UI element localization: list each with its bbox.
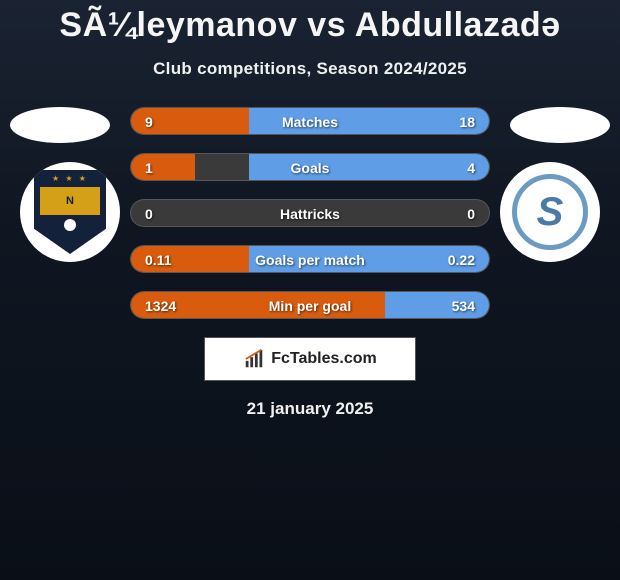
stat-bar-row: 14Goals: [130, 153, 490, 181]
crest-ball-icon: [64, 219, 76, 231]
crest-left-band: N: [40, 187, 100, 215]
stat-bar-row: 00Hattricks: [130, 199, 490, 227]
stat-label: Hattricks: [131, 200, 489, 227]
badge-left-oval: [10, 107, 110, 143]
stat-bar-row: 918Matches: [130, 107, 490, 135]
stat-bar-row: 1324534Min per goal: [130, 291, 490, 319]
comparison-content: ★ ★ ★ N S 918Matches 14Goals 00Hattricks 0.…: [0, 107, 620, 419]
stat-bar-row: 0.110.22Goals per match: [130, 245, 490, 273]
comparison-subtitle: Club competitions, Season 2024/2025: [0, 59, 620, 79]
badge-right-oval: [510, 107, 610, 143]
team-left-crest-shield: ★ ★ ★ N: [34, 170, 106, 254]
fctables-bars-icon: [243, 348, 265, 370]
stat-label: Matches: [131, 108, 489, 135]
comparison-title: SÃ¼leymanov vs Abdullazadə: [0, 0, 620, 45]
stat-label: Goals per match: [131, 246, 489, 273]
crest-right-letter: S: [537, 190, 564, 235]
team-right-crest-ring: S: [512, 174, 588, 250]
team-left-crest: ★ ★ ★ N: [20, 162, 120, 262]
crest-stars-icon: ★ ★ ★: [52, 174, 88, 183]
fctables-logo-box: FcTables.com: [204, 337, 416, 381]
stat-label: Goals: [131, 154, 489, 181]
comparison-date: 21 january 2025: [0, 399, 620, 419]
team-right-crest: S: [500, 162, 600, 262]
stat-bars-container: 918Matches 14Goals 00Hattricks 0.110.22Goal…: [130, 107, 490, 319]
stat-label: Min per goal: [131, 292, 489, 319]
fctables-logo-text: FcTables.com: [271, 350, 377, 368]
